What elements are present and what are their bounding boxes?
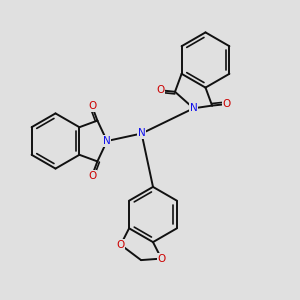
Text: N: N bbox=[138, 128, 146, 139]
Text: O: O bbox=[117, 240, 125, 250]
Text: O: O bbox=[222, 99, 231, 109]
Text: O: O bbox=[157, 85, 165, 95]
Text: O: O bbox=[88, 171, 96, 181]
Text: O: O bbox=[88, 101, 96, 111]
Text: N: N bbox=[103, 136, 111, 146]
Text: O: O bbox=[157, 254, 166, 264]
Text: N: N bbox=[190, 103, 197, 113]
